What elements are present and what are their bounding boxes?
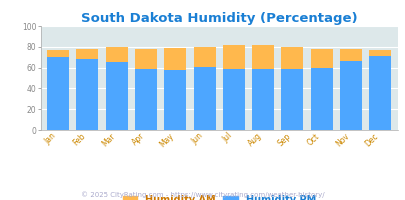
Bar (339, 61, 361, 130)
Bar (76, 59, 98, 130)
Bar (47, 57, 69, 130)
Bar (164, 70, 186, 130)
Bar (47, 50, 69, 57)
Bar (222, 45, 244, 69)
Legend: Humidity AM, Humidity PM: Humidity AM, Humidity PM (122, 195, 315, 200)
Bar (164, 48, 186, 70)
Bar (222, 69, 244, 130)
Bar (105, 62, 128, 130)
Bar (135, 69, 157, 130)
Bar (281, 69, 303, 130)
Bar (193, 47, 215, 67)
Bar (252, 45, 273, 69)
Bar (369, 50, 390, 56)
Bar (281, 47, 303, 69)
Text: © 2025 CityRating.com - https://www.cityrating.com/weather-history/: © 2025 CityRating.com - https://www.city… (81, 191, 324, 198)
Bar (310, 49, 332, 68)
Bar (105, 47, 128, 62)
Bar (76, 49, 98, 59)
Title: South Dakota Humidity (Percentage): South Dakota Humidity (Percentage) (81, 12, 357, 25)
Bar (135, 49, 157, 69)
Bar (369, 56, 390, 130)
Bar (252, 69, 273, 130)
Bar (339, 49, 361, 61)
Bar (193, 67, 215, 130)
Bar (310, 68, 332, 130)
